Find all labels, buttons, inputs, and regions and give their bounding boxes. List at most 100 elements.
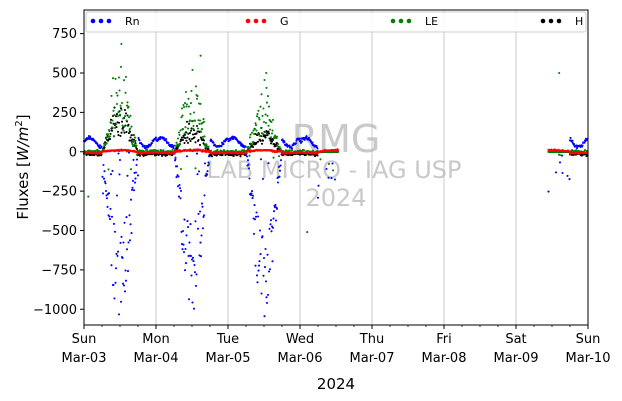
rn-point [107,192,111,195]
le-point [133,143,136,146]
le-point [178,143,182,146]
le-point [266,95,270,98]
rn-point [158,138,162,141]
le-point [178,133,181,136]
h-point [204,147,207,150]
le-point [262,120,266,124]
rn-point [121,282,125,285]
le-point [181,114,184,117]
rn-point [178,183,181,187]
h-point [207,148,210,151]
rn-point [113,297,116,300]
rn-point [114,281,117,284]
rn-point [129,198,133,201]
le-point [261,114,264,117]
rn-point [124,269,127,272]
x-tick-day: Wed [286,332,314,347]
le-point [255,129,258,132]
h-point [113,106,116,109]
rn-point [138,139,141,142]
rn-point [110,215,114,218]
rn-point [128,239,132,242]
le-point [196,95,199,98]
x-tick-day: Sun [576,332,601,347]
rn-point [127,241,130,244]
h-point [128,130,132,133]
rn-point [247,163,250,166]
h-point [127,123,130,126]
h-point [186,141,190,144]
rn-point [327,176,330,179]
le-point [194,85,198,88]
x-tick-date: Mar-09 [494,351,539,366]
h-point [271,138,275,141]
le-point [111,77,115,80]
rn-point [188,241,191,244]
le-point [112,109,115,112]
le-point [216,148,219,151]
le-point [124,75,128,78]
rn-point [187,298,191,301]
rn-point [200,202,204,205]
rn-point [260,292,263,295]
rn-point [212,141,215,144]
rn-point [185,234,188,237]
le-point [202,118,205,121]
le-point [179,129,182,132]
le-point [181,128,185,131]
h-point [270,140,274,143]
h-point [202,139,206,142]
le-point [116,114,120,118]
rn-point [252,232,256,235]
rn-point [199,255,203,258]
y-tick-label: −500 [41,224,77,239]
le-point [96,148,99,151]
rn-point [101,175,104,178]
y-tick-label: −750 [41,263,77,278]
rn-point [331,162,334,165]
rn-point [115,194,119,197]
h-point [239,155,242,158]
le-point [327,162,331,165]
y-tick-label: 750 [52,27,77,42]
legend-marker [90,18,96,24]
rn-point [258,260,261,263]
rn-point [119,300,123,303]
le-point [180,107,184,110]
le-point [275,135,279,138]
le-point [171,148,174,152]
le-point [133,136,137,139]
rn-point [182,250,186,254]
le-point [184,126,187,129]
le-point [259,126,263,129]
le-point [199,130,203,133]
rn-point [132,189,136,192]
le-point [276,143,280,146]
rn-point [272,210,276,213]
le-point [128,129,131,132]
rn-point [177,175,180,178]
rn-point [112,222,116,225]
rn-point [131,186,134,189]
h-point [197,138,200,142]
le-point [267,105,271,108]
le-point [270,132,274,135]
rn-point [266,253,269,256]
le-point [259,105,262,108]
rn-point [137,136,140,140]
rn-point [569,136,572,139]
le-point [115,91,118,94]
rn-point [566,174,569,177]
le-point [176,137,180,140]
rn-point [101,192,105,195]
legend-marker [540,18,546,24]
h-point [135,147,139,151]
rn-point [246,159,250,162]
le-point [252,132,256,136]
le-point [182,105,186,109]
rn-point [581,144,584,147]
rn-point [109,207,112,210]
rn-point [261,235,264,238]
rn-point [255,211,258,214]
